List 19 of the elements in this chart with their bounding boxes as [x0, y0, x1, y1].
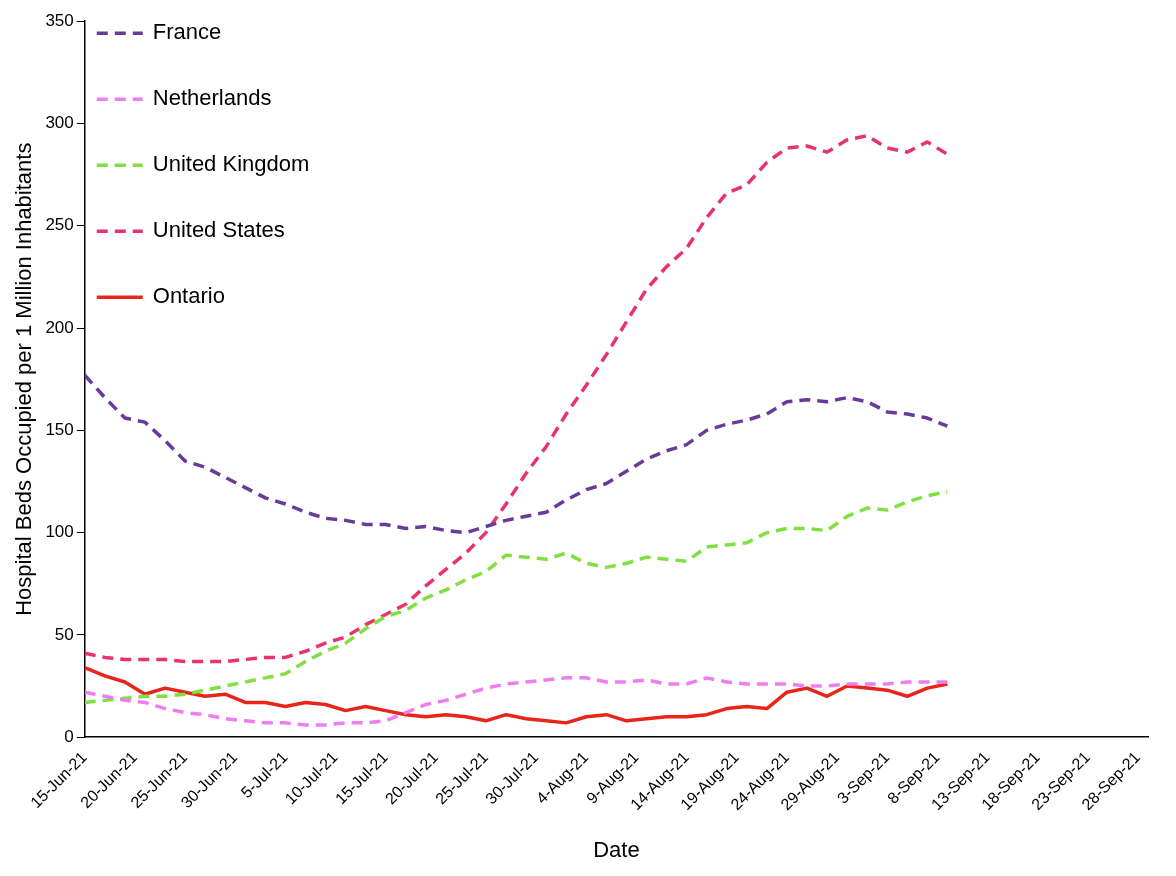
y-tick-label: 250 — [45, 215, 74, 235]
y-axis-title: Hospital Beds Occupied per 1 Million Inhabitants — [11, 142, 37, 616]
y-tick-label: 200 — [45, 317, 74, 337]
y-tick-label: 150 — [45, 420, 74, 440]
line-series — [84, 134, 950, 664]
legend-label: Ontario — [152, 283, 225, 309]
y-tick-label: 0 — [64, 726, 74, 746]
legend-label: United States — [152, 217, 285, 243]
legend-label: France — [152, 19, 222, 45]
line-series — [84, 373, 950, 535]
y-tick-label: 300 — [45, 113, 74, 133]
y-tick-label: 350 — [45, 10, 74, 30]
legend-label: Netherlands — [152, 85, 272, 111]
y-tick-label: 50 — [54, 624, 74, 644]
line-series — [84, 489, 950, 705]
line-series — [84, 676, 950, 727]
x-axis-title: Date — [593, 836, 640, 862]
legend-label: United Kingdom — [152, 151, 310, 177]
y-tick-label: 100 — [45, 522, 74, 542]
